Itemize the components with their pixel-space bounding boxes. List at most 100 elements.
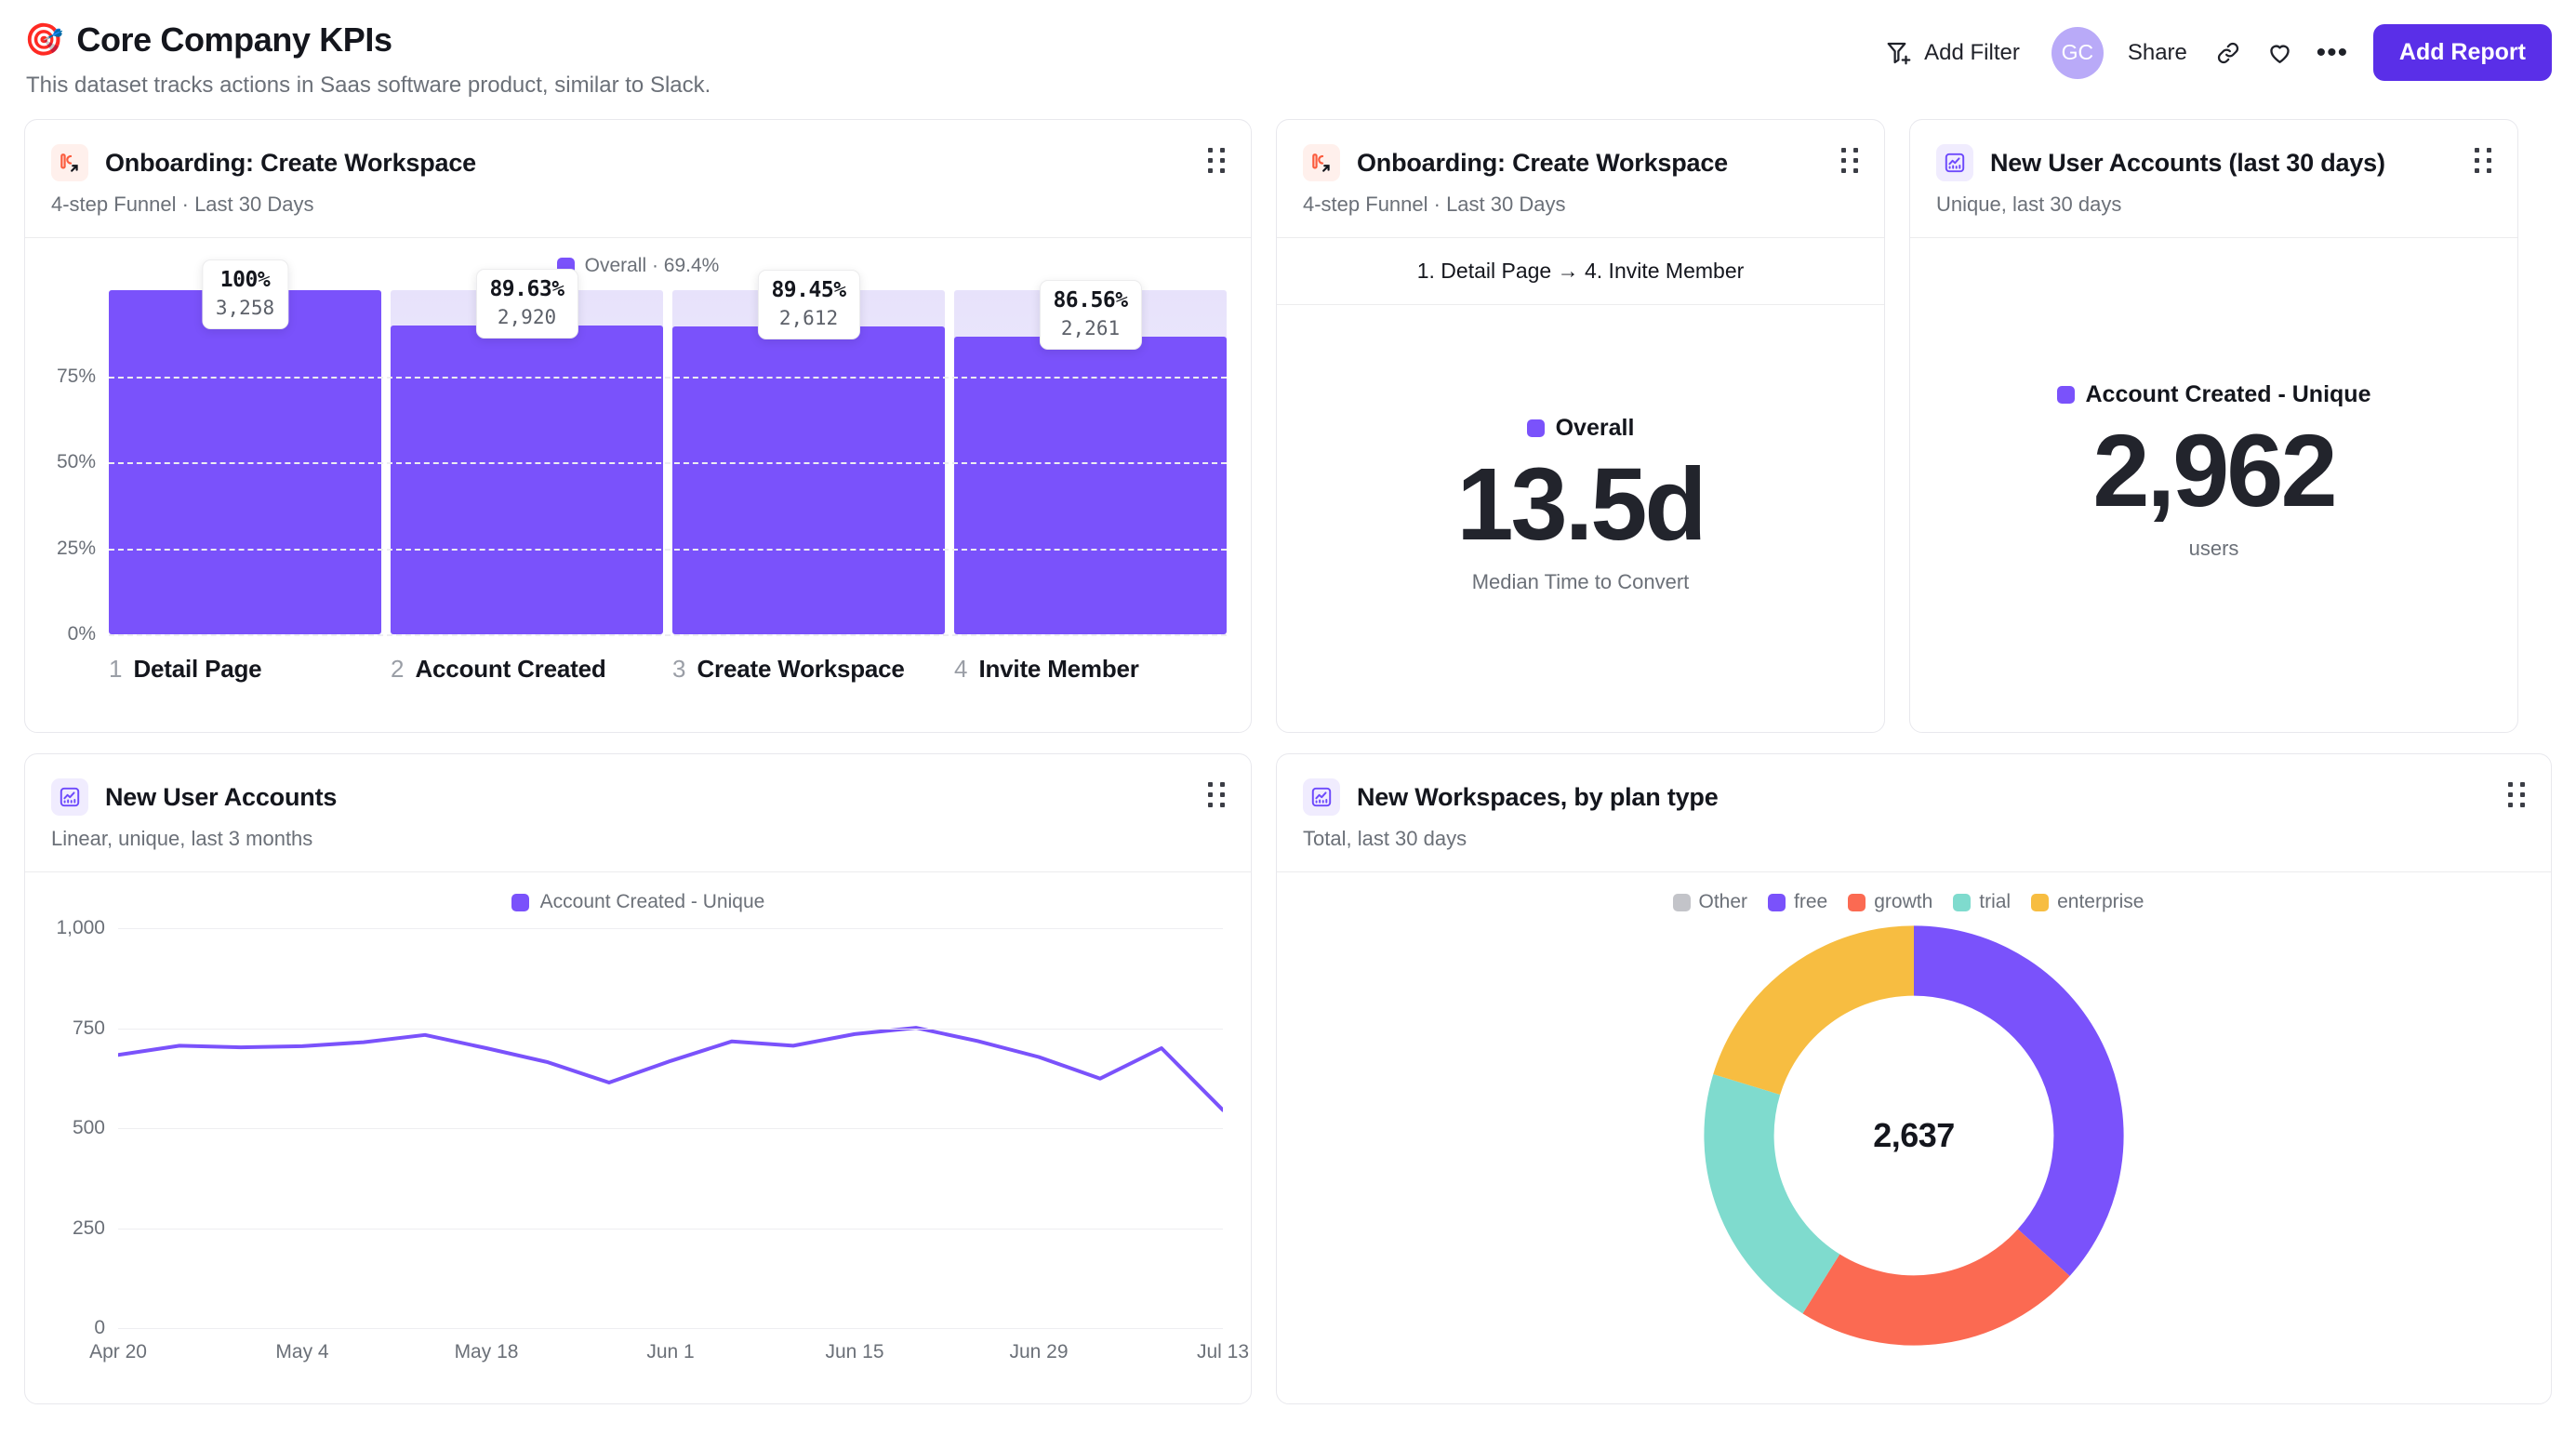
legend-label: enterprise (2057, 891, 2144, 912)
legend-label: Other (1698, 891, 1748, 912)
copy-link-button[interactable] (2202, 27, 2254, 79)
gridline (118, 1328, 1223, 1329)
add-report-button[interactable]: Add Report (2372, 24, 2552, 81)
funnel-step: 1 Detail Page (109, 655, 381, 684)
line-chart-icon (1936, 144, 1973, 181)
funnel-step-number: 1 (109, 655, 123, 683)
card-subtitle: 4-step Funnel · Last 30 Days (1303, 193, 1566, 216)
target-icon: 🎯 (24, 22, 64, 58)
funnel-step-number: 4 (954, 655, 968, 683)
add-filter-label: Add Filter (1924, 39, 2020, 65)
gridline (118, 1028, 1223, 1030)
donut-legend-item[interactable]: trial (1953, 891, 2011, 913)
drag-handle-icon[interactable] (2508, 782, 2527, 807)
drag-handle-icon[interactable] (1208, 148, 1227, 173)
share-label: Share (2127, 39, 2187, 65)
link-icon (2214, 39, 2242, 67)
donut-legend-item[interactable]: enterprise (2031, 891, 2144, 913)
funnel-bar-percent: 86.56% (1053, 287, 1128, 312)
funnel-chart-icon (51, 144, 88, 181)
donut-legend: Other free growth trial enterprise (1277, 872, 2551, 913)
card-onboarding-funnel: Onboarding: Create Workspace 4-step Funn… (24, 119, 1252, 733)
legend-swatch (1672, 893, 1691, 911)
legend-label: free (1794, 891, 1828, 912)
card-subtitle: Unique, last 30 days (1936, 193, 2122, 216)
donut-legend-item[interactable]: growth (1848, 891, 1932, 913)
y-axis-tick: 0% (67, 623, 96, 645)
card-title: Onboarding: Create Workspace (105, 148, 476, 177)
card-new-user-accounts-30d: New User Accounts (last 30 days) Unique,… (1909, 119, 2518, 733)
funnel-bar-tooltip: 86.56% 2,261 (1039, 279, 1142, 350)
line-legend: Account Created - Unique (25, 872, 1251, 913)
card-median-time-to-convert: Onboarding: Create Workspace 4-step Funn… (1276, 119, 1885, 733)
card-header: New Workspaces, by plan type Total, last… (1277, 754, 2551, 851)
funnel-bar-fill (954, 336, 1227, 634)
funnel-step: 3 Create Workspace (672, 655, 945, 684)
legend-swatch (2031, 893, 2050, 911)
legend-swatch (1848, 893, 1866, 911)
card-title-row: Onboarding: Create Workspace (51, 144, 1225, 181)
donut-slice[interactable] (1704, 1074, 1841, 1314)
donut-slice[interactable] (1913, 925, 2124, 1276)
donut-slice[interactable] (1802, 1228, 2070, 1346)
divider (1277, 871, 2551, 872)
legend-label: Account Created - Unique (539, 891, 765, 912)
more-options-button[interactable]: ••• (2306, 27, 2358, 79)
y-axis-tick: 75% (56, 365, 96, 387)
funnel-bar-fill (672, 326, 945, 634)
card-title: New User Accounts (last 30 days) (1990, 148, 2385, 177)
share-button[interactable]: Share (2113, 31, 2202, 75)
funnel-bar[interactable]: 86.56% 2,261 (954, 279, 1227, 634)
card-subtitle: 4-step Funnel · Last 30 Days (51, 193, 314, 216)
divider (25, 237, 1251, 238)
donut-center-total: 2,637 (1873, 1116, 1955, 1154)
drag-handle-icon[interactable] (1208, 782, 1227, 807)
line-chart-icon (1303, 778, 1340, 816)
funnel-step: 2 Account Created (391, 655, 663, 684)
card-title-row: Onboarding: Create Workspace (1303, 144, 1858, 181)
legend-swatch (2056, 386, 2075, 405)
donut-legend-item[interactable]: free (1768, 891, 1827, 913)
avatar[interactable]: GC (2051, 26, 2104, 79)
funnel-bar-tooltip: 89.63% 2,920 (475, 269, 578, 339)
add-filter-button[interactable]: Add Filter (1870, 30, 2035, 76)
metric-legend: Account Created - Unique (2056, 381, 2370, 408)
funnel-bar-tooltip: 89.45% 2,612 (757, 270, 860, 340)
favorite-button[interactable] (2254, 27, 2306, 79)
drag-handle-icon[interactable] (2475, 148, 2493, 173)
funnel-plot: 100% 3,258 89.63% 2,920 89.45% 2,612 86.56% 2,2… (57, 259, 1227, 645)
metric-value: 13.5d (1456, 447, 1706, 563)
funnel-bar-percent: 100% (219, 268, 271, 292)
more-horizontal-icon: ••• (2316, 36, 2349, 68)
metric-footer: users (2188, 536, 2239, 560)
funnel-bar-count: 2,261 (1060, 316, 1121, 339)
card-title-row: New Workspaces, by plan type (1303, 778, 2525, 816)
funnel-step-number: 3 (672, 655, 686, 683)
divider (1277, 304, 1884, 305)
x-axis-tick: Jun 15 (825, 1341, 884, 1363)
legend-swatch (511, 893, 529, 911)
dashboard-row-1: Onboarding: Create Workspace 4-step Funn… (24, 119, 2552, 733)
card-header: Onboarding: Create Workspace 4-step Funn… (1277, 120, 1884, 217)
funnel-bar-percent: 89.45% (771, 278, 846, 303)
metric-body: Overall 13.5d Median Time to Convert (1277, 305, 1884, 732)
funnel-step-label: Create Workspace (697, 655, 905, 683)
gridline (109, 634, 1227, 636)
card-header: New User Accounts (last 30 days) Unique,… (1910, 120, 2517, 217)
line-chart-icon (51, 778, 88, 816)
gridline (109, 462, 1227, 464)
donut-legend-item[interactable]: Other (1672, 891, 1748, 913)
heart-icon (2265, 38, 2294, 67)
funnel-step-label: Invite Member (978, 655, 1139, 683)
gridline (109, 548, 1227, 551)
funnel-bar-tooltip: 100% 3,258 (201, 259, 289, 329)
donut-wrap: 2,637 (1277, 917, 2551, 1354)
card-title-row: New User Accounts (51, 778, 1225, 816)
dashboard-row-2: New User Accounts Linear, unique, last 3… (24, 753, 2552, 1404)
y-axis-tick: 1,000 (56, 917, 105, 938)
card-title: Onboarding: Create Workspace (1357, 148, 1728, 177)
gridline (109, 376, 1227, 379)
x-axis-tick: Jun 1 (646, 1341, 695, 1363)
donut-slice[interactable] (1713, 925, 1915, 1096)
drag-handle-icon[interactable] (1841, 148, 1860, 173)
